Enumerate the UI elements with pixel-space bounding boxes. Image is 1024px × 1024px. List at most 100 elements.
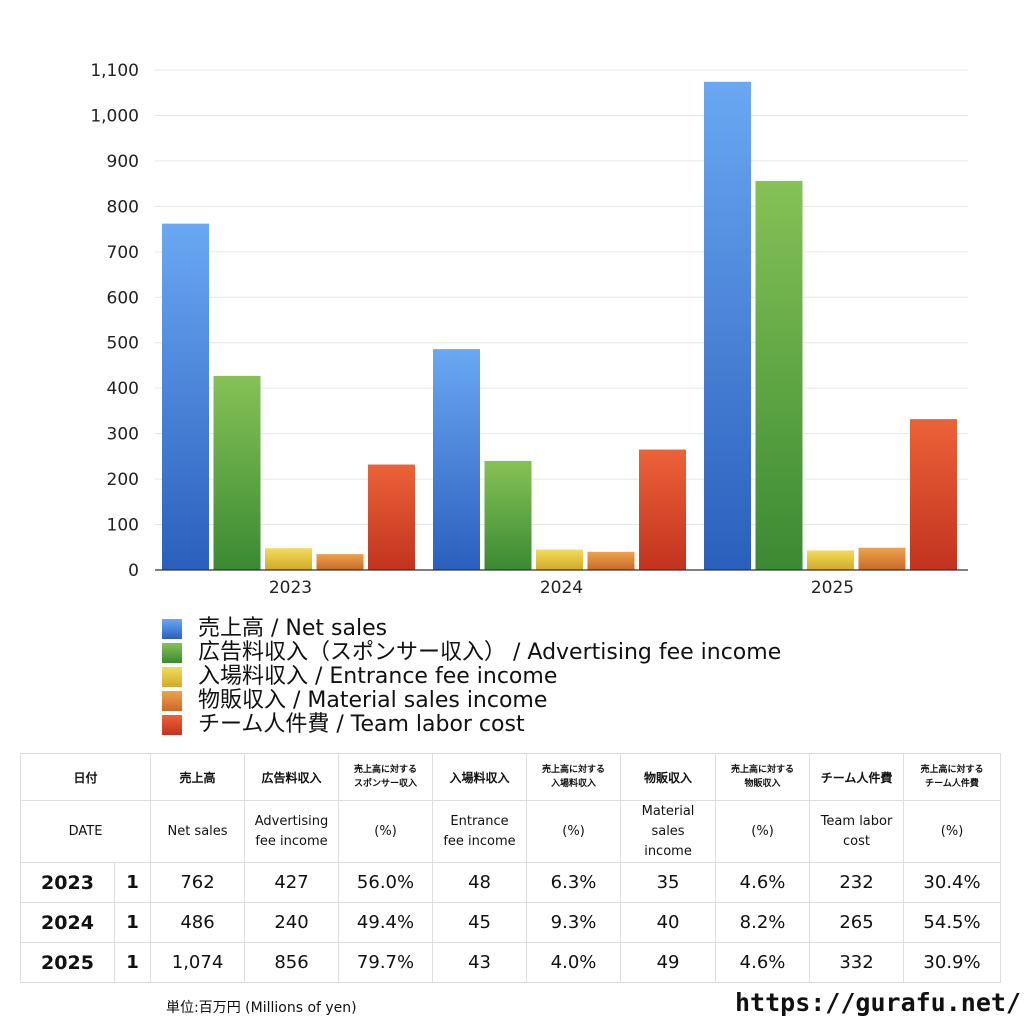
- header-sponsor-ratio-jp: 売上高に対する スポンサー収入: [338, 753, 434, 801]
- bar-2023-series-0: [162, 223, 209, 571]
- table-header-jp: 日付 売上高 広告料収入 売上高に対する スポンサー収入 入場料収入 売上高に対…: [19, 753, 1002, 801]
- net-sales-cell: 1,074: [150, 942, 246, 983]
- material-cell: 40: [620, 902, 717, 943]
- bar-2023-series-4: [368, 464, 415, 570]
- bar-2023-series-3: [316, 554, 364, 570]
- bar-2025-series-2: [807, 550, 854, 570]
- count-cell: 1: [113, 902, 152, 943]
- y-tick-label: 700: [107, 243, 139, 263]
- legend-swatch: [162, 715, 182, 735]
- legend-item-entrance-fee-income: 入場料収入 / Entrance fee income: [162, 665, 781, 689]
- data-table: 日付 売上高 広告料収入 売上高に対する スポンサー収入 入場料収入 売上高に対…: [19, 753, 1002, 983]
- labor-cell: 232: [809, 862, 905, 903]
- y-tick-label: 400: [107, 379, 139, 399]
- year-cell: 2024: [20, 902, 115, 943]
- y-tick-label: 900: [107, 152, 139, 172]
- y-tick-label: 100: [107, 516, 139, 536]
- material-ratio-cell: 4.6%: [715, 862, 811, 903]
- count-cell: 1: [113, 942, 152, 983]
- x-tick-label: 2023: [269, 578, 312, 598]
- legend-label: 入場料収入 / Entrance fee income: [198, 664, 558, 689]
- header-labor-ratio-jp: 売上高に対する チーム人件費: [903, 753, 1002, 801]
- bar-2023-series-2: [265, 548, 312, 570]
- legend-label: 売上高 / Net sales: [198, 616, 388, 641]
- header-date-jp: 日付: [19, 753, 152, 801]
- header-material-ratio-en: (%): [715, 800, 811, 863]
- unit-note: 単位:百万円 (Millions of yen): [166, 1000, 357, 1016]
- net-sales-cell: 762: [150, 862, 246, 903]
- legend-swatch: [162, 691, 182, 711]
- table-row-2023: 2023 1 762 427 56.0% 48 6.3% 35 4.6% 232…: [20, 862, 1002, 903]
- sponsor-ratio-cell: 79.7%: [338, 942, 434, 983]
- header-labor-jp: チーム人件費: [809, 753, 905, 801]
- header-material-jp: 物販収入: [620, 753, 717, 801]
- y-tick-label: 0: [128, 561, 139, 581]
- header-labor-en: Team labor cost: [809, 800, 905, 863]
- advertising-cell: 427: [244, 862, 340, 903]
- legend-item-net-sales: 売上高 / Net sales: [162, 617, 781, 641]
- table-row-2025: 2025 1 1,074 856 79.7% 43 4.0% 49 4.6% 3…: [20, 942, 1002, 983]
- site-url-link[interactable]: https://gurafu.net/: [735, 988, 1021, 1017]
- entrance-ratio-cell: 9.3%: [526, 902, 622, 943]
- table-row-2024: 2024 1 486 240 49.4% 45 9.3% 40 8.2% 265…: [20, 902, 1002, 943]
- material-cell: 49: [620, 942, 717, 983]
- y-tick-label: 300: [107, 425, 139, 445]
- bar-2024-series-0: [433, 349, 480, 570]
- x-axis-ticks: 2023 2024 2025: [269, 578, 854, 598]
- advertising-cell: 240: [244, 902, 340, 943]
- labor-cell: 332: [809, 942, 905, 983]
- bar-2025-series-0: [704, 81, 751, 571]
- year-cell: 2023: [20, 862, 115, 903]
- header-advertising-jp: 広告料収入: [244, 753, 340, 801]
- material-cell: 35: [620, 862, 717, 903]
- legend-swatch: [162, 619, 182, 639]
- entrance-cell: 48: [432, 862, 528, 903]
- advertising-cell: 856: [244, 942, 340, 983]
- bar-2024-series-4: [639, 449, 686, 570]
- y-tick-label: 600: [107, 288, 139, 308]
- y-tick-label: 1,000: [90, 106, 139, 126]
- y-tick-label: 800: [107, 197, 139, 217]
- header-entrance-ratio-en: (%): [526, 800, 622, 863]
- sponsor-ratio-cell: 56.0%: [338, 862, 434, 903]
- header-date-en: DATE: [19, 800, 152, 863]
- header-entrance-jp: 入場料収入: [432, 753, 528, 801]
- legend-swatch: [162, 643, 182, 663]
- legend-item-material-sales-income: 物販収入 / Material sales income: [162, 689, 781, 713]
- labor-ratio-cell: 54.5%: [903, 902, 1002, 943]
- header-labor-ratio-en: (%): [903, 800, 1002, 863]
- header-net-sales-en: Net sales: [150, 800, 246, 863]
- header-net-sales-jp: 売上高: [150, 753, 246, 801]
- year-cell: 2025: [20, 942, 115, 983]
- table-header-en: DATE Net sales Advertising fee income (%…: [19, 800, 1002, 863]
- bar-2025-series-4: [910, 419, 957, 570]
- y-tick-label: 200: [107, 470, 139, 490]
- legend-label: 広告料収入（スポンサー収入） / Advertising fee income: [198, 640, 782, 665]
- x-tick-label: 2024: [540, 578, 583, 598]
- header-entrance-ratio-jp: 売上高に対する 入場料収入: [526, 753, 622, 801]
- y-tick-label: 1,100: [90, 61, 139, 81]
- legend: 売上高 / Net sales 広告料収入（スポンサー収入） / Adverti…: [162, 617, 781, 737]
- entrance-ratio-cell: 4.0%: [526, 942, 622, 983]
- grid-lines: [155, 69, 968, 526]
- labor-ratio-cell: 30.4%: [903, 862, 1002, 903]
- material-ratio-cell: 4.6%: [715, 942, 811, 983]
- bar-2024-series-1: [484, 460, 532, 570]
- labor-ratio-cell: 30.9%: [903, 942, 1002, 983]
- bar-2023-series-1: [213, 375, 261, 570]
- net-sales-cell: 486: [150, 902, 246, 943]
- x-tick-label: 2025: [811, 578, 854, 598]
- bar-2024-series-3: [587, 551, 635, 570]
- legend-label: 物販収入 / Material sales income: [198, 688, 548, 713]
- legend-label: チーム人件費 / Team labor cost: [198, 712, 525, 737]
- legend-item-advertising-fee-income: 広告料収入（スポンサー収入） / Advertising fee income: [162, 641, 781, 665]
- material-ratio-cell: 8.2%: [715, 902, 811, 943]
- entrance-ratio-cell: 6.3%: [526, 862, 622, 903]
- entrance-cell: 45: [432, 902, 528, 943]
- labor-cell: 265: [809, 902, 905, 943]
- bars: [162, 81, 957, 571]
- legend-swatch: [162, 667, 182, 687]
- sponsor-ratio-cell: 49.4%: [338, 902, 434, 943]
- bar-2025-series-1: [755, 180, 803, 570]
- y-axis-ticks: 0 100 200 300 400 500 600 700 800 900 1,000 1,100: [90, 61, 139, 581]
